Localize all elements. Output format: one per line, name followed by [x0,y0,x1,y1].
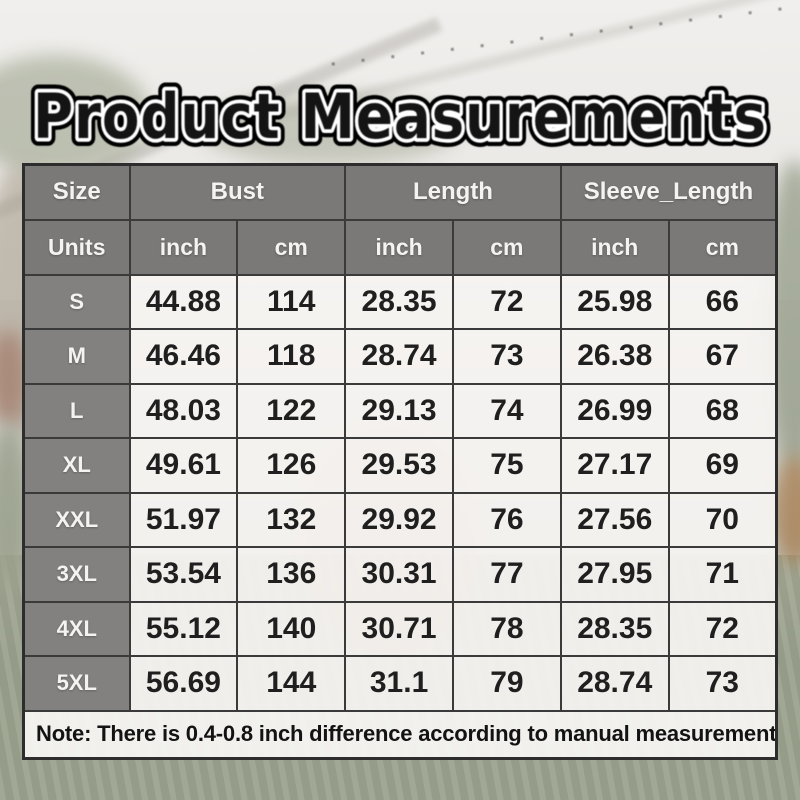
value-cell: 67 [667,328,778,385]
value-cell: 136 [236,546,347,603]
title-inner-outline: Product Measurements [33,80,767,153]
value-cell: 68 [667,382,778,439]
units-row: Units inch cm inch cm inch cm [22,218,778,276]
value-cell: 48.03 [128,382,239,439]
size-label: L [22,382,131,439]
value-cell: 56.69 [128,655,239,712]
value-cell: 76 [451,491,562,548]
value-cell: 44.88 [128,273,239,330]
value-cell: 132 [236,491,347,548]
header-sleeve-length: Sleeve_Length [559,163,778,221]
title-banner: Product Measurements Product Measurement… [0,72,800,161]
note-row: Note: There is 0.4-0.8 inch difference a… [22,709,778,760]
value-cell: 29.13 [344,382,454,439]
value-cell: 51.97 [128,491,239,548]
value-cell: 25.98 [559,273,670,330]
value-cell: 27.17 [559,437,670,494]
value-cell: 72 [667,600,778,657]
value-cell: 49.61 [128,437,239,494]
value-cell: 77 [451,546,562,603]
value-cell: 28.74 [344,328,454,385]
value-cell: 29.92 [344,491,454,548]
value-cell: 53.54 [128,546,239,603]
foliage-blob-left [0,55,150,175]
unit-cell: cm [236,218,347,276]
value-cell: 78 [451,600,562,657]
table-row: S 44.88 114 28.35 72 25.98 66 [22,273,778,330]
value-cell: 79 [451,655,562,712]
size-chart-table: Size Bust Length Sleeve_Length Units inc… [22,163,778,760]
value-cell: 114 [236,273,347,330]
value-cell: 30.71 [344,600,454,657]
header-size: Size [22,163,131,221]
value-cell: 126 [236,437,347,494]
unit-cell: inch [559,218,670,276]
table-row: XL 49.61 126 29.53 75 27.17 69 [22,437,778,494]
value-cell: 122 [236,382,347,439]
unit-cell: inch [128,218,239,276]
value-cell: 71 [667,546,778,603]
size-label: 5XL [22,655,131,712]
unit-cell: cm [667,218,778,276]
value-cell: 140 [236,600,347,657]
value-cell: 31.1 [344,655,454,712]
table-row: 5XL 56.69 144 31.1 79 28.74 73 [22,655,778,712]
value-cell: 73 [667,655,778,712]
value-cell: 28.74 [559,655,670,712]
size-label: M [22,328,131,385]
title-outer-outline: Product Measurements [33,80,767,153]
size-label: S [22,273,131,330]
value-cell: 26.99 [559,382,670,439]
unit-cell: inch [344,218,454,276]
value-cell: 70 [667,491,778,548]
value-cell: 27.95 [559,546,670,603]
table-row: L 48.03 122 29.13 74 26.99 68 [22,382,778,439]
header-bust: Bust [128,163,347,221]
value-cell: 73 [451,328,562,385]
value-cell: 55.12 [128,600,239,657]
table-row: M 46.46 118 28.74 73 26.38 67 [22,328,778,385]
value-cell: 27.56 [559,491,670,548]
units-label: Units [22,218,131,276]
size-label: XL [22,437,131,494]
table-header-row: Size Bust Length Sleeve_Length [22,163,778,221]
size-label: XXL [22,491,131,548]
unit-cell: cm [451,218,562,276]
value-cell: 69 [667,437,778,494]
value-cell: 66 [667,273,778,330]
header-length: Length [344,163,562,221]
value-cell: 72 [451,273,562,330]
size-label: 4XL [22,600,131,657]
value-cell: 29.53 [344,437,454,494]
size-label: 3XL [22,546,131,603]
table-row: XXL 51.97 132 29.92 76 27.56 70 [22,491,778,548]
value-cell: 28.35 [344,273,454,330]
page-title: Product Measurements [33,80,767,153]
measurement-note: Note: There is 0.4-0.8 inch difference a… [22,709,778,760]
bush-blob-center [200,95,460,165]
value-cell: 74 [451,382,562,439]
value-cell: 30.31 [344,546,454,603]
value-cell: 28.35 [559,600,670,657]
table-row: 3XL 53.54 136 30.31 77 27.95 71 [22,546,778,603]
value-cell: 75 [451,437,562,494]
value-cell: 118 [236,328,347,385]
value-cell: 26.38 [559,328,670,385]
value-cell: 144 [236,655,347,712]
value-cell: 46.46 [128,328,239,385]
table-row: 4XL 55.12 140 30.71 78 28.35 72 [22,600,778,657]
